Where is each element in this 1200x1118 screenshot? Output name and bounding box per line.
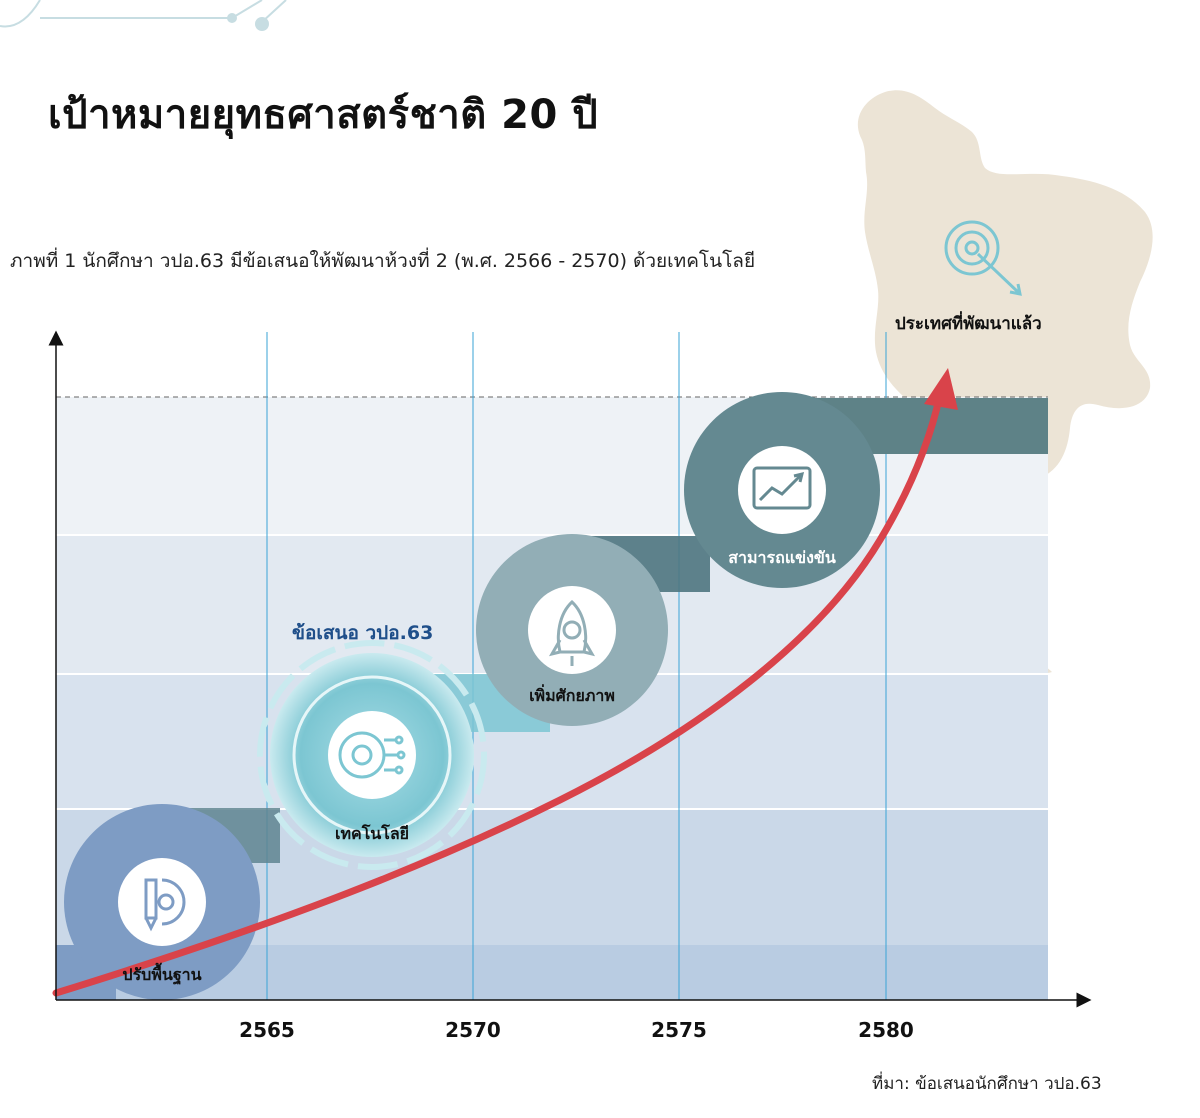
- proposal-label: ข้อเสนอ วปอ.63: [292, 622, 434, 644]
- year-label-2570: 2570: [445, 1018, 501, 1042]
- year-label-2580: 2580: [858, 1018, 914, 1042]
- year-label-2575: 2575: [651, 1018, 707, 1042]
- source-note: ที่มา: ข้อเสนอนักศึกษา วปอ.63: [872, 1074, 1102, 1094]
- growth-arrowhead: [924, 368, 958, 410]
- stage-label-3: เพิ่มศักยภาพ: [529, 686, 615, 705]
- growth-chart-icon: [752, 466, 812, 510]
- corner-decoration: [0, 0, 287, 31]
- stage-label-2: เทคโนโลยี: [334, 824, 410, 843]
- figure-caption: ภาพที่ 1 นักศึกษา วปอ.63 มีข้อเสนอให้พัฒ…: [10, 250, 756, 272]
- page-title: เป้าหมายยุทธศาสตร์ชาติ 20 ปี: [48, 92, 599, 138]
- circuit-gear-icon: [338, 731, 406, 779]
- stage-label-4: สามารถแข่งขัน: [728, 548, 836, 567]
- growth-arrow: [52, 391, 944, 997]
- rocket-icon: [548, 599, 596, 666]
- stage-circle-1: [64, 804, 260, 1000]
- target-icon: [944, 220, 1022, 296]
- goal-label: ประเทศที่พัฒนาแล้ว: [895, 314, 1042, 334]
- axes: [48, 330, 1092, 1008]
- stage-circle-3: [476, 534, 668, 726]
- year-label-2565: 2565: [239, 1018, 295, 1042]
- pencil-gear-icon: [144, 878, 186, 932]
- stage-label-1: ปรับพื้นฐาน: [122, 965, 202, 984]
